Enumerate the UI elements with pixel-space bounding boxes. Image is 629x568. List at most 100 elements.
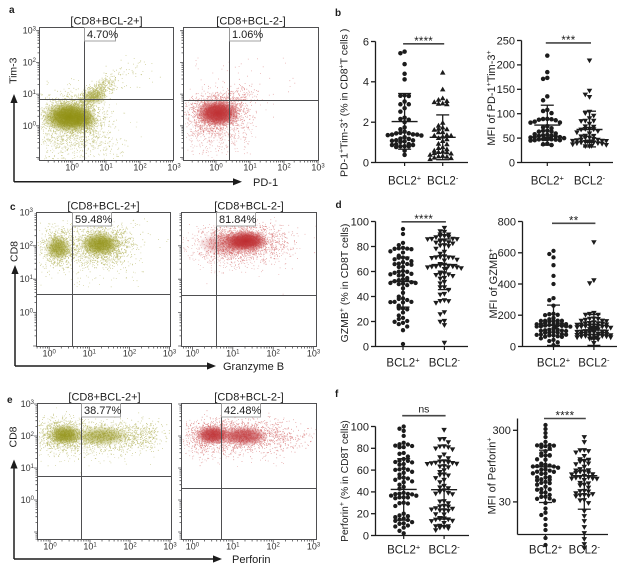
svg-text:102: 102	[23, 57, 37, 67]
svg-text:102: 102	[267, 349, 281, 359]
svg-text:***: ***	[561, 35, 575, 47]
svg-text:40: 40	[357, 291, 369, 303]
svg-text:200: 200	[497, 60, 515, 72]
svg-text:BCL2-​: BCL2-​	[569, 543, 601, 557]
svg-text:f: f	[335, 389, 339, 400]
svg-text:100: 100	[20, 308, 34, 318]
svg-text:100: 100	[186, 349, 200, 359]
svg-text:20: 20	[357, 316, 369, 328]
svg-text:BCL2+​: BCL2+​	[529, 543, 563, 557]
svg-text:BCL2+​: BCL2+​	[537, 356, 571, 370]
svg-text:BCL2-​: BCL2-​	[428, 543, 460, 557]
svg-text:BCL2-​: BCL2-​	[578, 356, 610, 370]
svg-text:0: 0	[509, 157, 515, 169]
svg-text:Perforin: Perforin	[232, 554, 271, 566]
svg-text:250: 250	[497, 35, 515, 47]
svg-text:CD8: CD8	[9, 241, 21, 262]
svg-text:****: ****	[414, 36, 433, 48]
svg-text:103: 103	[163, 349, 177, 359]
svg-text:100: 100	[209, 163, 223, 173]
svg-text:102: 102	[123, 349, 137, 359]
svg-text:38.77%: 38.77%	[84, 405, 122, 417]
svg-text:100: 100	[43, 542, 57, 552]
svg-text:103: 103	[163, 542, 177, 552]
svg-text:0: 0	[363, 341, 369, 353]
svg-text:80: 80	[357, 241, 369, 253]
svg-text:0: 0	[363, 530, 369, 542]
svg-text:b: b	[335, 8, 341, 19]
svg-text:PD-1+Tim-3+ (% in CD8+T cells: PD-1+Tim-3+ (% in CD8+T cells )	[339, 29, 351, 177]
svg-text:6: 6	[363, 36, 369, 48]
svg-text:100: 100	[65, 163, 79, 173]
svg-text:300: 300	[493, 425, 511, 437]
svg-text:BCL2-​: BCL2-​	[429, 356, 461, 370]
svg-text:**: **	[569, 216, 579, 228]
svg-text:102: 102	[133, 163, 147, 173]
svg-text:101: 101	[23, 89, 37, 99]
svg-text:100: 100	[21, 495, 35, 505]
svg-text:[CD8+BCL-2+]: [CD8+BCL-2+]	[68, 392, 140, 404]
svg-text:100: 100	[186, 542, 200, 552]
svg-text:100: 100	[351, 421, 369, 433]
svg-text:50: 50	[503, 133, 515, 145]
svg-text:4.70%: 4.70%	[87, 29, 118, 41]
svg-text:[CD8+BCL-2+]: [CD8+BCL-2+]	[70, 16, 142, 28]
svg-text:4: 4	[363, 77, 369, 89]
svg-text:0: 0	[510, 341, 516, 353]
svg-text:100: 100	[23, 121, 37, 131]
svg-text:103: 103	[21, 399, 35, 409]
svg-text:102: 102	[123, 542, 137, 552]
svg-text:400: 400	[498, 279, 516, 291]
svg-text:101: 101	[226, 349, 240, 359]
svg-text:CD8: CD8	[8, 426, 20, 447]
svg-text:Tim-3: Tim-3	[8, 57, 20, 84]
svg-text:e: e	[7, 395, 13, 406]
svg-text:150: 150	[497, 84, 515, 96]
svg-text:Perforin+ (% in CD8T cells): Perforin+ (% in CD8T cells)	[339, 420, 351, 542]
svg-text:c: c	[10, 202, 16, 213]
svg-text:40: 40	[357, 487, 369, 499]
svg-text:BCL2-​: BCL2-​	[427, 174, 459, 188]
svg-text:800: 800	[498, 216, 516, 228]
svg-text:101: 101	[99, 163, 113, 173]
svg-text:0: 0	[363, 157, 369, 169]
svg-text:****: ****	[556, 411, 575, 423]
svg-text:[CD8+BCL-2+]: [CD8+BCL-2+]	[67, 201, 139, 213]
svg-text:100: 100	[351, 216, 369, 228]
svg-text:103: 103	[307, 542, 321, 552]
svg-text:MFI of GZMB+​: MFI of GZMB+​	[488, 248, 500, 318]
svg-text:101: 101	[20, 274, 34, 284]
svg-text:30: 30	[499, 497, 511, 509]
svg-text:[CD8+BCL-2-]: [CD8+BCL-2-]	[214, 392, 283, 404]
svg-text:2: 2	[363, 117, 369, 129]
svg-text:BCL2-​: BCL2-​	[574, 174, 606, 188]
svg-text:60: 60	[357, 266, 369, 278]
svg-text:PD-1: PD-1	[253, 177, 278, 189]
svg-text:101: 101	[226, 542, 240, 552]
svg-text:[CD8+BCL-2-]: [CD8+BCL-2-]	[214, 201, 283, 213]
svg-text:BCL2+​: BCL2+​	[388, 174, 422, 188]
svg-text:103: 103	[20, 207, 34, 217]
svg-text:101: 101	[83, 349, 97, 359]
svg-text:200: 200	[498, 310, 516, 322]
svg-text:d: d	[336, 200, 342, 211]
svg-text:103: 103	[167, 163, 181, 173]
svg-text:GZMB+ (% in CD8T cells): GZMB+ (% in CD8T cells)	[339, 224, 351, 343]
svg-text:[CD8+BCL-2-]: [CD8+BCL-2-]	[216, 16, 285, 28]
svg-text:81.84%: 81.84%	[219, 214, 257, 226]
svg-text:80: 80	[357, 443, 369, 455]
svg-text:101: 101	[83, 542, 97, 552]
svg-text:42.48%: 42.48%	[224, 405, 262, 417]
svg-text:103: 103	[307, 349, 321, 359]
svg-text:a: a	[9, 5, 15, 16]
svg-text:102: 102	[21, 431, 35, 441]
svg-text:60: 60	[357, 465, 369, 477]
svg-text:MFI of Perforin+​: MFI of Perforin+​	[487, 438, 499, 515]
svg-text:101: 101	[243, 163, 257, 173]
svg-text:****: ****	[414, 214, 433, 226]
svg-text:102: 102	[277, 163, 291, 173]
svg-text:102: 102	[267, 542, 281, 552]
svg-text:103: 103	[311, 163, 325, 173]
svg-text:1.06%: 1.06%	[232, 29, 263, 41]
svg-text:101: 101	[21, 463, 35, 473]
